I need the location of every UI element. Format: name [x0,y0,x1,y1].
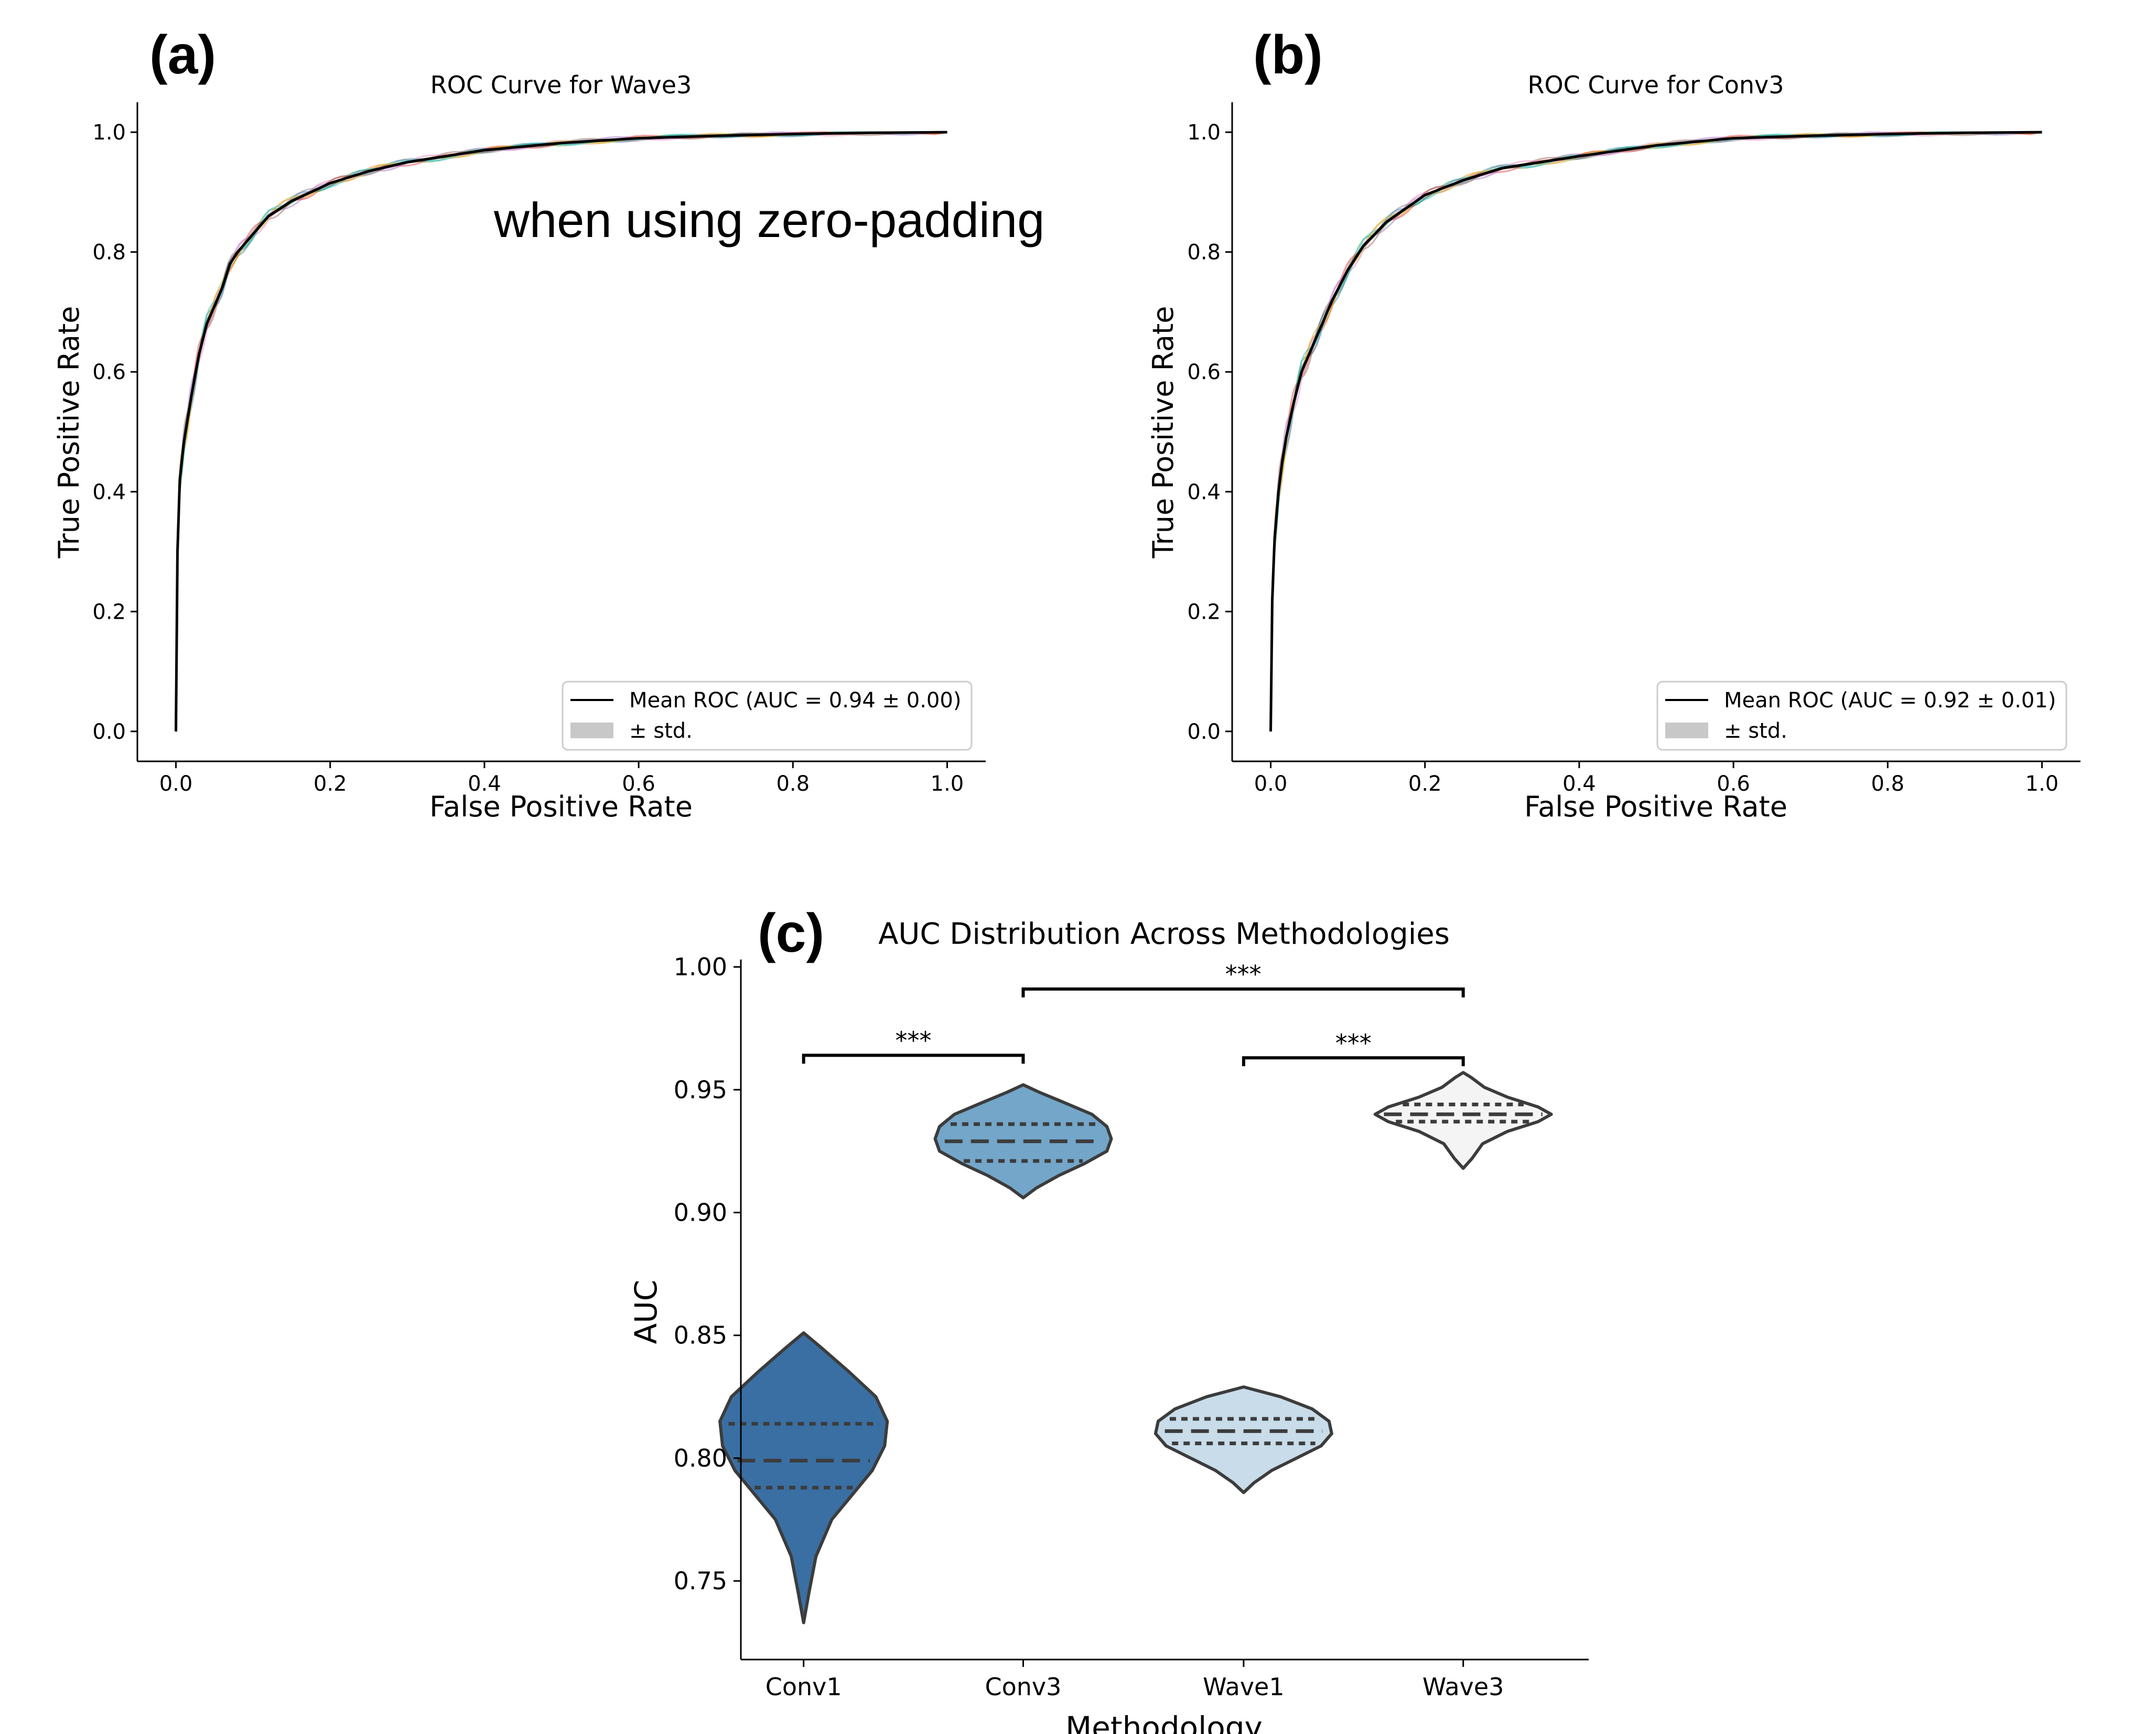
x-axis-label: False Positive Rate [429,790,693,823]
legend: Mean ROC (AUC = 0.92 ± 0.01) ± std. [1656,681,2067,751]
violin-wave1 [1154,1385,1333,1494]
x-axis-label: Methodology [1065,1710,1263,1734]
significance-bracket [1242,1056,1465,1067]
x-tick-label: 0.6 [1717,772,1750,796]
legend-entry-mean: Mean ROC (AUC = 0.94 ± 0.00) [629,688,961,713]
roc-panel-conv3: (b) ROC Curve for Conv3 0.0 0.2 0.4 0.6 0.8 1… [1147,25,2080,823]
y-tick-label: 0.4 [1187,480,1221,504]
y-ticks: 0.0 0.2 0.4 0.6 0.8 1.0 [1187,121,1232,744]
y-ticks: 0.75 0.80 0.85 0.90 0.95 1.00 [674,953,741,1595]
legend-entry-std: ± std. [629,719,693,743]
y-tick-label: 0.6 [92,360,126,384]
mean-roc-group [175,131,947,731]
y-tick-label: 0.2 [1187,600,1221,624]
fold-roc-curve [1270,131,2042,731]
violin-wave3 [1373,1071,1553,1170]
legend-entry-std: ± std. [1724,719,1787,743]
y-tick-label: 0.95 [674,1075,727,1104]
significance-label: *** [1225,960,1262,988]
significance-label: *** [896,1027,932,1055]
panel-label-a: (a) [149,25,216,85]
mean-roc-group [1269,131,2042,731]
legend-box [1656,681,2067,751]
y-tick-label: 0.4 [92,480,126,504]
axes [1231,102,2080,762]
annotation: when using zero-padding [493,192,1044,247]
x-tick-label: Wave3 [1422,1673,1504,1701]
panel-label-c: (c) [758,903,824,964]
y-tick-label: 0.8 [1187,241,1221,265]
x-tick-label: Wave1 [1203,1673,1285,1701]
x-tick-label: 0.2 [1408,772,1442,796]
y-axis-label: True Positive Rate [52,306,85,558]
x-tick-label: 0.0 [1254,772,1288,796]
x-tick-label: 1.0 [2025,772,2059,796]
y-axis-label: True Positive Rate [1147,306,1180,558]
x-tick-label: Conv1 [766,1673,842,1701]
y-axis-label: AUC [628,1280,664,1344]
legend-std-swatch [570,723,613,738]
x-tick-label: 0.0 [159,772,193,796]
x-ticks: 0.0 0.2 0.4 0.6 0.8 1.0 [1254,761,2059,796]
mean-roc-curve [175,131,947,731]
panel-label-b: (b) [1253,25,1323,85]
x-axis-label: False Positive Rate [1524,790,1787,823]
violin-panel: (c) AUC Distribution Across Methodologie… [628,903,1589,1734]
y-tick-label: 1.00 [674,953,727,981]
y-tick-label: 0.6 [1187,360,1221,384]
y-tick-label: 0.0 [1187,720,1221,744]
y-tick-label: 1.0 [92,121,126,145]
axes [740,960,1589,1661]
x-ticks: 0.0 0.2 0.4 0.6 0.8 1.0 [159,761,964,796]
chart-title: AUC Distribution Across Methodologies [878,917,1450,951]
significance-brackets: *** *** *** [802,960,1465,1067]
legend-entry-mean: Mean ROC (AUC = 0.92 ± 0.01) [1724,688,2056,713]
y-tick-label: 0.80 [674,1444,727,1472]
mean-roc-curve [1269,131,2042,731]
y-ticks: 0.0 0.2 0.4 0.6 0.8 1.0 [92,121,137,744]
chart-title: ROC Curve for Wave3 [430,71,692,99]
legend-box [562,681,973,751]
x-tick-label: 1.0 [931,772,964,796]
fold-roc-curve [175,131,947,731]
x-tick-label: 0.4 [468,772,501,796]
violin-conv3 [933,1083,1113,1200]
roc-panel-wave3: (a) ROC Curve for Wave3 0.0 0.2 0.4 0.6 0.8 1… [52,25,1044,823]
x-tick-label: 0.4 [1562,772,1596,796]
significance-bracket [802,1053,1025,1064]
significance-label: *** [1335,1029,1372,1057]
violins [718,1071,1553,1624]
axes [136,102,986,762]
chart-title: ROC Curve for Conv3 [1527,71,1784,99]
significance-bracket [1021,987,1465,998]
x-tick-label: 0.8 [1871,772,1904,796]
y-tick-label: 0.75 [674,1567,727,1595]
x-tick-label: 0.2 [314,772,347,796]
legend: Mean ROC (AUC = 0.94 ± 0.00) ± std. [562,681,973,751]
y-tick-label: 1.0 [1187,121,1221,145]
x-tick-label: 0.8 [776,772,810,796]
y-tick-label: 0.2 [92,600,126,624]
y-tick-label: 0.8 [92,241,126,265]
x-tick-label: Conv3 [985,1673,1062,1701]
x-tick-label: 0.6 [622,772,655,796]
y-tick-label: 0.90 [674,1198,727,1226]
y-tick-label: 0.0 [92,720,126,744]
y-tick-label: 0.85 [674,1321,727,1350]
violin-conv1 [718,1331,889,1624]
legend-std-swatch [1665,723,1708,738]
x-ticks: Conv1 Conv3 Wave1 Wave3 [766,1660,1504,1701]
